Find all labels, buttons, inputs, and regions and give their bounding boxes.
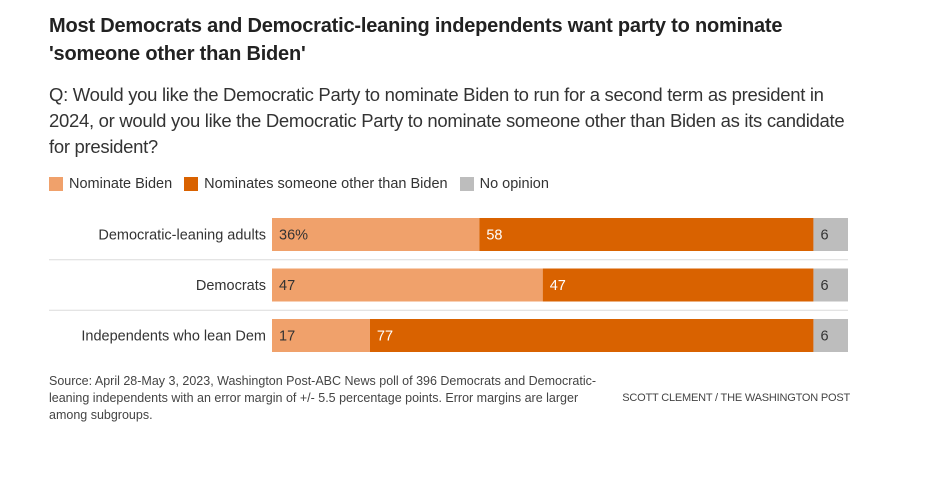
legend-label: No opinion [479,176,549,192]
legend-swatch [459,177,474,191]
data-label: 77 [377,329,393,345]
credit: SCOTT CLEMENT / THE WASHINGTON POST [622,392,850,404]
data-label: 47 [550,278,566,294]
legend-label: Nominates someone other than Biden [204,176,448,192]
bar-segment [813,319,848,352]
data-label: 47 [279,278,295,294]
data-label: 6 [820,329,828,345]
legend-swatch [49,177,63,191]
legend-item-nominate-biden: Nominate Biden [49,176,172,192]
bar-segment [479,218,814,251]
category-label: Independents who lean Dem [81,329,266,345]
legend-swatch [184,177,199,191]
stacked-bar-chart: Democratic-leaning adults 36% 58 6 Democrats… [49,218,848,352]
data-label: 58 [486,228,502,244]
legend-item-someone-other: Nominates someone other than Biden [184,176,448,192]
data-label: 6 [820,228,828,244]
bar-segment [272,268,543,302]
legend-label: Nominate Biden [69,176,173,192]
data-label: 36% [279,228,308,244]
chart-title: Most Democrats and Democratic-leaning in… [49,15,783,65]
bar-segment [369,319,814,352]
bar-segment [272,218,480,251]
data-label: 17 [279,329,295,345]
chart-subtitle: Q: Would you like the Democratic Party t… [49,84,845,157]
bar-segment [813,268,848,302]
bar-segment [813,218,848,251]
bar-segment [272,319,370,352]
legend: Nominate Biden Nominates someone other t… [49,176,561,192]
category-label: Democrats [196,278,266,294]
bar-segment [542,268,814,302]
legend-item-no-opinion: No opinion [459,176,549,192]
category-label: Democratic-leaning adults [98,228,266,244]
source-note: Source: April 28-May 3, 2023, Washington… [49,374,597,422]
data-label: 6 [820,278,828,294]
